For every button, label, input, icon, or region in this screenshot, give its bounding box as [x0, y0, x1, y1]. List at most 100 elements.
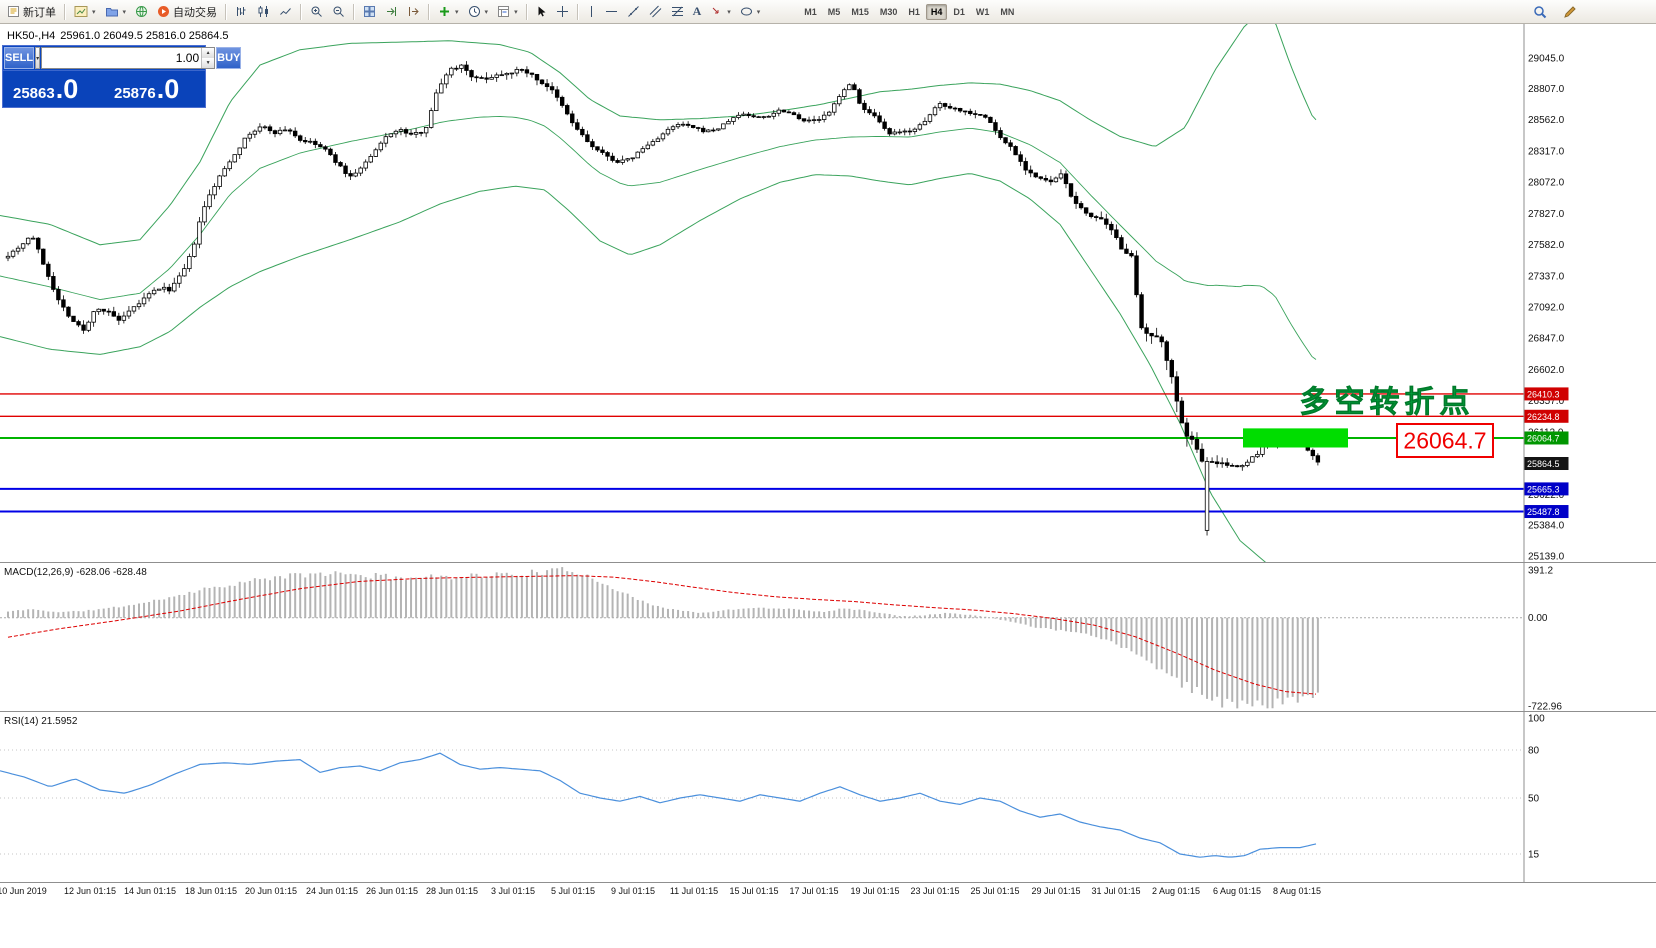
volume-spinner: ▲ ▼ — [201, 48, 215, 68]
zoom-out-icon — [333, 6, 344, 17]
svg-text:26602.0: 26602.0 — [1528, 365, 1565, 376]
cursor-icon — [538, 6, 546, 17]
turning-point-annotation[interactable]: 多空转折点 — [1299, 386, 1475, 420]
separator — [225, 3, 228, 20]
periods-button[interactable]: ▾ — [464, 2, 493, 22]
separator — [64, 3, 66, 20]
chart-ohlc-values: 25961.0 26049.5 25816.0 25864.5 — [60, 30, 229, 42]
chevron-down-icon: ▾ — [122, 8, 127, 16]
macd-scale-label: 391.2 — [1528, 565, 1553, 576]
text-tool-button[interactable]: A — [689, 2, 706, 22]
sell-button[interactable]: SELL — [4, 47, 35, 69]
highlight-rectangle[interactable] — [1243, 428, 1348, 448]
timeframe-button-h1[interactable]: H1 — [903, 4, 925, 20]
time-axis-label: 11 Jul 01:15 — [669, 886, 719, 896]
chevron-down-icon: ▾ — [484, 8, 489, 16]
new-chart-button[interactable]: ▾ — [70, 2, 100, 22]
bar-chart-button[interactable] — [231, 2, 252, 22]
macd-histogram — [7, 567, 1319, 709]
autotrading-label: 自动交易 — [173, 6, 218, 19]
search-icon — [1534, 5, 1547, 18]
rsi-scale-label: 100 — [1528, 714, 1545, 725]
volume-preset-dropdown[interactable]: ▾ — [35, 47, 41, 69]
auto-scroll-button[interactable] — [381, 2, 402, 22]
volume-input[interactable] — [42, 48, 202, 68]
zoom-in-icon — [311, 6, 322, 17]
buy-button[interactable]: BUY — [216, 47, 242, 69]
tile-windows-icon — [364, 6, 376, 17]
svg-text:27582.0: 27582.0 — [1528, 240, 1565, 251]
templates-button[interactable]: ▾ — [493, 2, 522, 22]
autotrading-button[interactable]: 自动交易 — [153, 2, 221, 22]
horizontal-line-icon — [605, 11, 617, 12]
vertical-line-button[interactable] — [583, 2, 600, 22]
price-axis-labels: 29045.0 28807.0 28562.0 28317.0 28072.0 27827… — [1528, 54, 1565, 563]
indicators-button[interactable]: ▾ — [434, 2, 463, 22]
new-order-button[interactable]: 新订单 — [3, 2, 60, 22]
candlestick-chart-button[interactable] — [253, 2, 274, 22]
svg-text:25622.0: 25622.0 — [1528, 490, 1565, 501]
arrows-tool-button[interactable]: ▾ — [706, 2, 735, 22]
svg-text:29045.0: 29045.0 — [1528, 54, 1565, 65]
sell-price[interactable]: 25863 .0 — [3, 71, 104, 107]
timeframe-button-m15[interactable]: M15 — [846, 4, 874, 20]
fibonacci-button[interactable] — [667, 2, 688, 22]
trendline-icon — [627, 6, 639, 17]
rsi-panel[interactable]: RSI(14) 21.5952 100 80 50 15 — [0, 711, 1656, 882]
svg-text:27337.0: 27337.0 — [1528, 271, 1565, 282]
vertical-line-icon — [590, 6, 592, 17]
svg-text:26410.3: 26410.3 — [1527, 389, 1560, 399]
buy-price[interactable]: 25876 .0 — [104, 71, 205, 107]
time-axis-label: 2 Aug 01:15 — [1151, 886, 1201, 896]
svg-text:27092.0: 27092.0 — [1528, 303, 1565, 314]
svg-text:25864.5: 25864.5 — [1527, 459, 1560, 469]
shapes-tool-button[interactable]: ▾ — [736, 2, 765, 22]
chevron-down-icon: ▾ — [514, 8, 518, 16]
zoom-out-button[interactable] — [328, 2, 349, 22]
channel-button[interactable] — [645, 2, 666, 22]
market-watch-button[interactable] — [131, 2, 152, 22]
horizontal-line-button[interactable] — [601, 2, 622, 22]
timeframe-button-h4[interactable]: H4 — [925, 3, 948, 20]
time-axis-label: 23 Jul 01:15 — [910, 886, 960, 896]
volume-up-button[interactable]: ▲ — [202, 48, 215, 58]
edit-button[interactable] — [1559, 2, 1581, 22]
svg-text:28562.0: 28562.0 — [1528, 115, 1565, 126]
crosshair-button[interactable] — [552, 2, 573, 22]
timeframe-button-m30[interactable]: M30 — [875, 4, 903, 20]
ellipse-shape-icon — [740, 7, 752, 16]
macd-panel[interactable]: MACD(12,26,9) -628.06 -628.48 391.2 0.00 -7… — [0, 562, 1656, 711]
profiles-button[interactable]: ▾ — [101, 2, 131, 22]
time-axis-label: 24 Jun 01:15 — [305, 886, 359, 896]
cursor-button[interactable] — [532, 2, 551, 22]
timeframe-button-m1[interactable]: M1 — [799, 4, 822, 20]
time-axis[interactable]: 10 Jun 2019 12 Jun 01:15 14 Jun 01:15 18 Ju… — [0, 882, 1656, 901]
tile-windows-button[interactable] — [359, 2, 380, 22]
separator — [428, 3, 431, 20]
line-chart-button[interactable] — [275, 2, 296, 22]
price-callout[interactable]: 26064.7 — [1396, 423, 1494, 458]
svg-text:28807.0: 28807.0 — [1528, 84, 1565, 95]
new-chart-icon — [74, 6, 88, 17]
profiles-folder-icon — [105, 8, 118, 17]
macd-scale-label: 0.00 — [1528, 613, 1548, 624]
timeframe-button-w1[interactable]: W1 — [971, 4, 995, 20]
svg-text:25487.8: 25487.8 — [1527, 507, 1560, 517]
chart-shift-button[interactable] — [403, 2, 424, 22]
time-axis-label: 10 Jun 2019 — [0, 886, 47, 896]
time-axis-label: 28 Jun 01:15 — [425, 886, 479, 896]
timeframe-button-mn[interactable]: MN — [995, 4, 1019, 20]
time-axis-label: 17 Jul 01:15 — [789, 886, 839, 896]
search-button[interactable] — [1529, 2, 1551, 22]
main-chart[interactable]: 多空转折点 26064.7 29045.0 28807.0 28562.0 28317.0… — [0, 24, 1656, 562]
zoom-in-button[interactable] — [306, 2, 327, 22]
macd-label: MACD(12,26,9) -628.06 -628.48 — [4, 567, 147, 578]
timeframe-button-m5[interactable]: M5 — [823, 4, 846, 20]
pencil-icon — [1564, 5, 1576, 18]
price-axis-background[interactable] — [1524, 24, 1656, 562]
svg-text:28072.0: 28072.0 — [1528, 178, 1565, 189]
svg-text:25665.3: 25665.3 — [1527, 484, 1560, 494]
timeframe-button-d1[interactable]: D1 — [948, 4, 970, 20]
trendline-button[interactable] — [623, 2, 644, 22]
volume-down-button[interactable]: ▼ — [202, 58, 215, 68]
